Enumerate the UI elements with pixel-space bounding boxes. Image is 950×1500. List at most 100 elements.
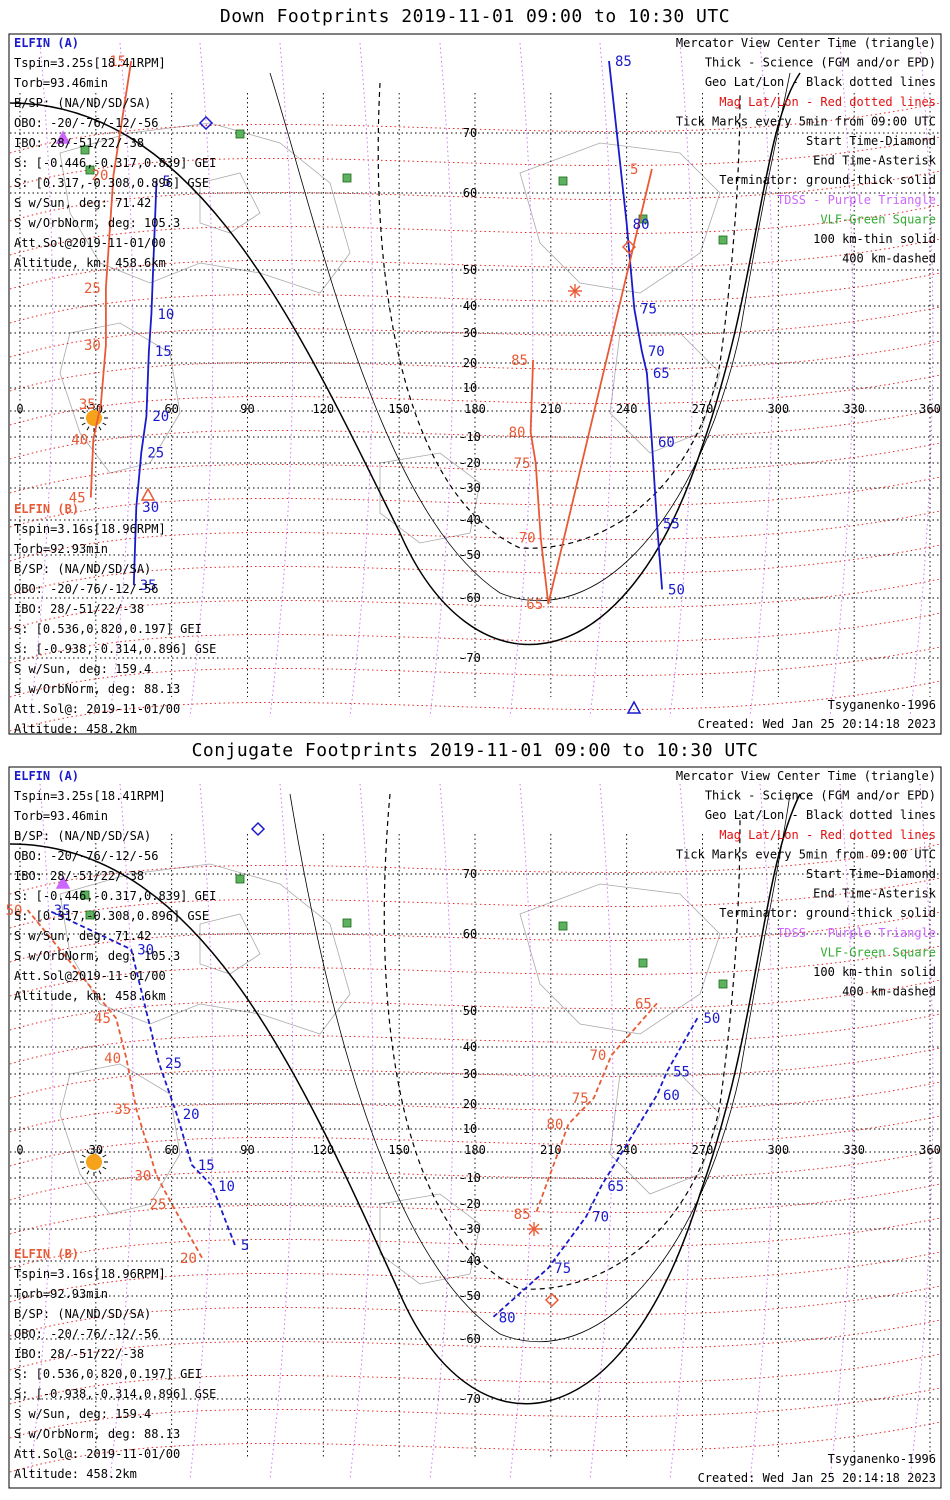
elfin-a-tick-label: 75	[554, 1261, 571, 1277]
coastline-5	[199, 913, 261, 975]
elfin-a-info-line: Tspin=3.25s[18.41RPM]	[14, 56, 166, 70]
legend-line: TDSS - Purple Triangle	[777, 193, 936, 207]
panel-title-conjugate: Conjugate Footprints 2019-11-01 09:00 to…	[191, 740, 759, 761]
elfin-b-info-line: S: [-0.938,-0.314,0.896] GSE	[14, 642, 216, 656]
elfin-b-info-line: Torb=92.93min	[14, 1287, 108, 1301]
lon-tick-label: 0	[16, 1143, 23, 1157]
elfin-a-track-1	[132, 180, 158, 586]
lon-tick-label: 210	[540, 402, 562, 416]
lat-tick-label: 50	[463, 263, 477, 277]
mag-lat-line	[9, 1047, 941, 1099]
vlf-green-square	[342, 173, 352, 183]
lon-tick-label: 210	[540, 1143, 562, 1157]
elfin-a-tick-label: 20	[152, 409, 169, 425]
mag-lat-line	[9, 204, 941, 256]
elfin-b-info-line: B/SP: (NA/ND/SD/SA)	[14, 562, 151, 576]
lat-tick-label: -60	[459, 591, 481, 605]
mag-lat-line	[9, 979, 941, 1031]
elfin-a-info-line: IBO: 28/-51/22/-38	[14, 869, 144, 883]
map-frame	[8, 33, 942, 735]
mag-lat-line	[9, 374, 941, 426]
elfin-a-tick-label: 70	[648, 344, 665, 360]
elfin-a-info-line: S: [0.317,-0.308,0.896] GSE	[14, 176, 209, 190]
elfin-a-tick-label: 70	[592, 1210, 609, 1226]
elfin-a-tick-label: 5	[163, 174, 171, 190]
lon-tick-label: 120	[312, 1143, 334, 1157]
legend-line: Tick Marks every 5min from 09:00 UTC	[676, 847, 936, 861]
elfin-a-tick-label: 25	[147, 446, 164, 462]
tdss-purple-triangle	[55, 875, 71, 889]
legend-line: Mercator View Center Time (triangle)	[676, 769, 936, 783]
coastline-2	[519, 142, 721, 294]
elfin-b-info-line: S w/OrbNorm, deg: 88.13	[14, 1427, 180, 1441]
sun-ray	[102, 422, 107, 426]
mag-lat-line	[9, 1217, 941, 1269]
legend-line: End Time-Asterisk	[813, 154, 937, 168]
elfin-b-info-line: S: [0.536,0.820,0.197] GEI	[14, 1367, 202, 1381]
elfin-b-tick-label: 75	[514, 456, 531, 472]
elfin-b-info-line: Tspin=3.16s[18.96RPM]	[14, 1267, 166, 1281]
lat-tick-label: 60	[463, 186, 477, 200]
elfin-a-track-2	[492, 1017, 699, 1319]
mag-lat-line	[9, 877, 941, 929]
elfin-b-info-line: IBO: 28/-51/22/-38	[14, 602, 144, 616]
elfin-a-track-2	[608, 60, 663, 590]
elfin-b-tick-label: 40	[104, 1051, 121, 1067]
elfin-b-tick-label: 45	[94, 1011, 111, 1027]
elfin-a-tick-label: 35	[140, 578, 157, 594]
elfin-b-tick-label: 5	[630, 162, 638, 178]
mag-lat-line	[9, 1149, 941, 1201]
legend-line: Start Time-Diamond	[806, 867, 936, 881]
elfin-b-tick-label: 20	[92, 168, 109, 184]
elfin-b-track-1	[89, 60, 133, 498]
tdss-purple-triangle	[55, 130, 71, 144]
elfin-a-info-line: OBO: -20/-76/-12/-56	[14, 849, 159, 863]
coastline-0	[59, 122, 351, 294]
down-footprints-map: 0 30 60 90 120 150 180 210 240 270 300 330 360 70 60 50…	[8, 33, 942, 736]
lon-tick-label: 150	[388, 402, 410, 416]
lat-tick-label: -70	[459, 1392, 481, 1406]
lat-tick-label: 60	[463, 927, 477, 941]
elfin-b-tick-label: 40	[71, 433, 88, 449]
lat-tick-label: 70	[463, 867, 477, 881]
lat-tick-label: -30	[459, 481, 481, 495]
terminator-100km	[269, 72, 791, 602]
elfin-a-start-diamond	[198, 115, 214, 131]
mag-lat-line	[9, 911, 941, 963]
coastline-4	[379, 1193, 481, 1285]
sun-ray	[81, 410, 86, 414]
lat-tick-label: 10	[463, 1122, 477, 1136]
sun-ray	[98, 1170, 102, 1175]
elfin-a-info-line: Att.Sol@2019-11-01/00	[14, 969, 166, 983]
legend-line: Tick Marks every 5min from 09:00 UTC	[676, 114, 936, 128]
legend-line: Thick - Science (FGM and/or EPD)	[705, 789, 936, 803]
elfin-a-tick-label: 55	[663, 517, 680, 533]
mag-lat-line	[9, 340, 941, 392]
lon-tick-label: 330	[843, 1143, 865, 1157]
legend-line: 400 km-dashed	[842, 252, 936, 266]
elfin-a-tick-label: 75	[640, 302, 657, 318]
elfin-b-track-2	[534, 1002, 658, 1215]
elfin-b-info-line: Att.Sol@: 2019-11-01/00	[14, 702, 180, 716]
mag-lon-line	[29, 783, 54, 1480]
lon-tick-label: 300	[767, 402, 789, 416]
elfin-a-info-line: S: [0.317,-0.308,0.896] GSE	[14, 909, 209, 923]
created-label: Created: Wed Jan 25 20:14:18 2023	[698, 1471, 936, 1485]
sun-ray	[98, 426, 102, 431]
lon-tick-label: 360	[919, 402, 941, 416]
lat-tick-label: 10	[463, 381, 477, 395]
mag-lon-line	[669, 783, 694, 1480]
elfin-b-tick-label: 70	[590, 1048, 607, 1064]
lat-tick-label: -10	[459, 430, 481, 444]
legend-line: Mag Lat/Lon - Red dotted lines	[719, 95, 936, 109]
asterisk-ray	[528, 1223, 540, 1235]
lon-tick-label: 120	[312, 402, 334, 416]
mag-lat-line	[9, 1251, 941, 1303]
terminator-curves	[9, 793, 801, 1405]
mag-lat-line	[9, 680, 941, 732]
coastline-0	[59, 863, 351, 1035]
legend-line: Start Time-Diamond	[806, 134, 936, 148]
elfin-b-tick-label: 25	[150, 1197, 167, 1213]
legend-line: 400 km-dashed	[842, 985, 936, 999]
terminator-curves	[9, 72, 801, 646]
